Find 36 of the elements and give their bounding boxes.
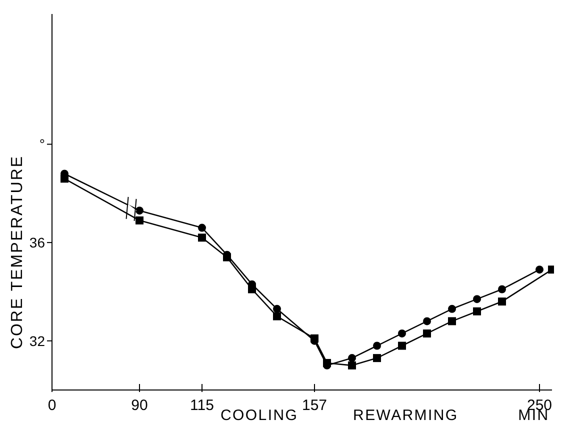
point [198, 234, 206, 242]
point [310, 334, 318, 342]
point [498, 298, 506, 306]
point [136, 206, 144, 215]
point [473, 307, 481, 316]
text: COOLING [220, 407, 298, 424]
x-tick-label: 0 [48, 397, 56, 414]
point [348, 361, 356, 370]
point [423, 329, 431, 338]
point [498, 285, 506, 294]
x-tick-label: 90 [131, 397, 148, 414]
text: REWARMING [353, 407, 458, 424]
point [136, 216, 144, 224]
point [60, 174, 68, 183]
y-tick-label: 36 [29, 234, 46, 251]
y-tick-label: ° [39, 136, 45, 152]
point [273, 304, 281, 313]
point [448, 317, 456, 326]
point [273, 312, 281, 320]
x-tick-label: 157 [302, 397, 328, 414]
point [223, 253, 231, 262]
point [423, 317, 431, 326]
point [198, 224, 206, 232]
point [248, 285, 256, 294]
point [536, 266, 544, 274]
x-tick-label: 115 [190, 397, 214, 414]
point [448, 304, 456, 313]
point [398, 342, 406, 350]
point [373, 342, 381, 350]
point [373, 354, 381, 362]
y-axis-title: CORE TEMPERATURE [9, 154, 26, 350]
point [348, 354, 356, 362]
y-tick-label: 32 [29, 332, 46, 349]
point [323, 358, 331, 367]
point [398, 329, 406, 338]
point [473, 295, 481, 304]
